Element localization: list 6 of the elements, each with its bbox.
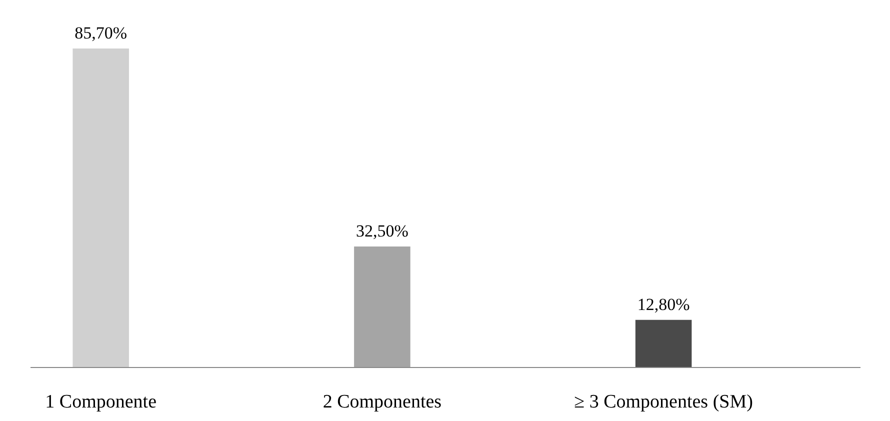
data-label: 12,80%: [637, 294, 690, 314]
x-tick-label: ≥ 3 Componentes (SM): [574, 392, 753, 412]
data-label: 32,50%: [356, 222, 408, 241]
x-tick-label: 1 Componente: [45, 392, 157, 412]
x-tick-label: 2 Componentes: [322, 392, 442, 412]
data-label: 85,70%: [74, 24, 128, 43]
